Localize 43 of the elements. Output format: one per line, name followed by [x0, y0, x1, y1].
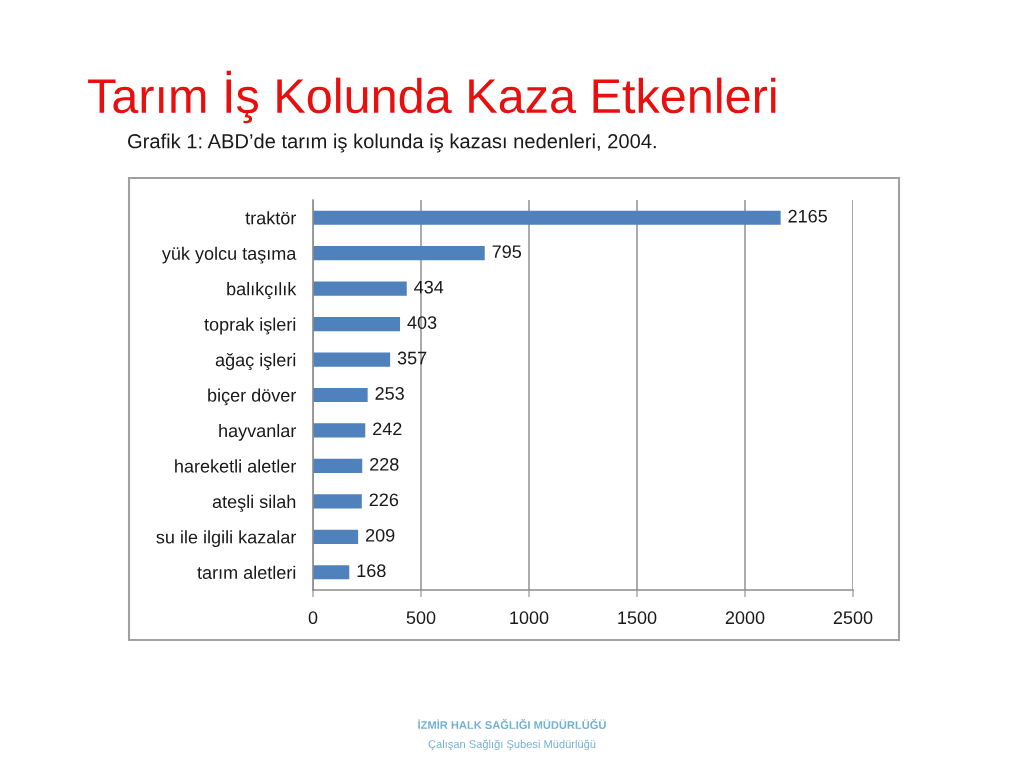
data-label: 795 — [492, 245, 522, 259]
chart-title: Tarım İş Kolunda Kaza Etkenleri — [88, 70, 776, 124]
bar — [313, 458, 363, 473]
data-label: 253 — [375, 387, 404, 400]
y-tick-label: ateşli silah — [212, 494, 296, 512]
bar — [313, 423, 366, 438]
bar — [313, 387, 368, 403]
data-label: 226 — [369, 493, 399, 507]
data-label: 357 — [397, 351, 427, 365]
bar — [313, 494, 362, 509]
data-label: 228 — [370, 457, 399, 471]
y-tick-label: tarım aletleri — [197, 565, 296, 579]
bar — [313, 210, 781, 225]
data-label: 209 — [366, 528, 395, 542]
y-tick-label: biçer döver — [208, 388, 297, 406]
x-tick-label: 500 — [406, 611, 436, 625]
x-tick-label: 2500 — [833, 611, 873, 625]
chart-subtitle: Grafik 1: ABD’de tarım iş kolunda iş kazası nedenleri, 2004. — [128, 133, 656, 153]
text: İZMİR HALK SAĞLIĞI MÜDÜRLÜĞÜ — [418, 719, 606, 729]
y-tick-label: hayvanlar — [219, 423, 297, 441]
data-label: 168 — [357, 564, 386, 578]
y-tick-label: toprak işleri — [204, 317, 296, 335]
data-label: 434 — [414, 280, 444, 294]
text: Çalışan Sağlığı Şubesi Müdürlüğü — [428, 739, 596, 751]
bar — [313, 317, 401, 332]
y-tick-label: su ile ilgili kazalar — [156, 530, 297, 548]
data-label: 242 — [373, 422, 402, 436]
x-tick-label: 1500 — [618, 611, 657, 625]
y-tick-label: hareketli aletler — [175, 459, 297, 473]
data-label: 2165 — [788, 209, 827, 223]
y-tick-label: traktör — [245, 211, 297, 225]
y-tick-label: yük yolcu taşıma — [161, 246, 297, 264]
y-tick-label: ağaç işleri — [215, 352, 296, 371]
x-tick-label: 2000 — [725, 611, 765, 625]
x-tick-label: 1000 — [510, 611, 549, 625]
bar — [313, 529, 359, 544]
bar — [313, 352, 391, 367]
bar — [313, 281, 407, 296]
y-tick-label: balıkçılık — [227, 282, 297, 299]
data-label: 403 — [407, 316, 437, 329]
bar — [313, 246, 485, 261]
bar — [313, 565, 350, 580]
x-tick-label: 0 — [308, 611, 318, 625]
